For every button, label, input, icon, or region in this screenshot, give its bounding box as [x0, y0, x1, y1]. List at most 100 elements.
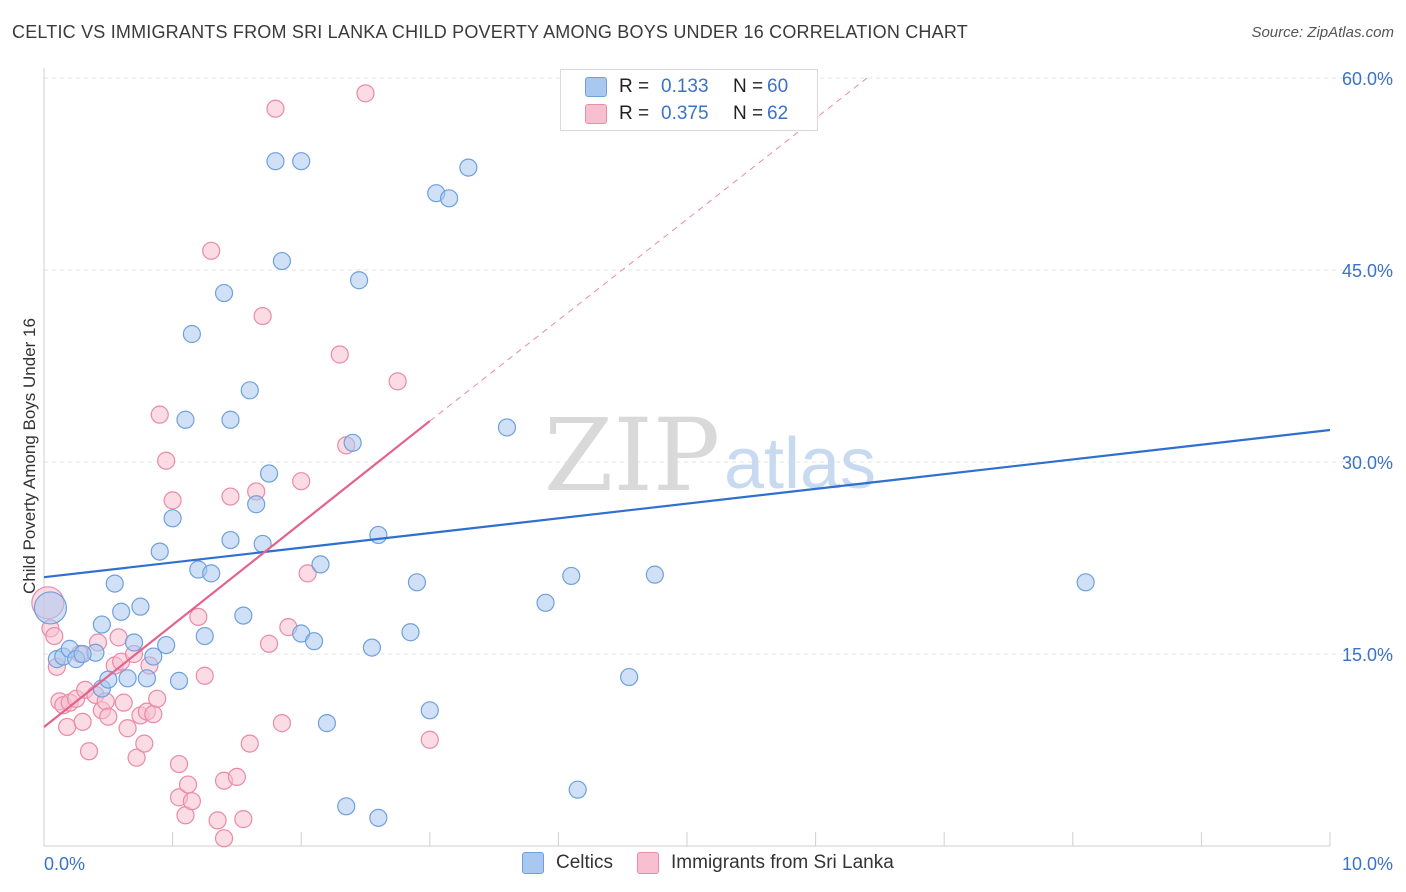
srilanka-point	[148, 689, 167, 708]
series-legend: Celtics Immigrants from Sri Lanka	[522, 852, 918, 874]
srilanka-swatch	[637, 852, 660, 874]
y-tick-label: 60.0%	[1342, 69, 1393, 89]
trend-lines	[43, 77, 1331, 728]
srilanka-point	[169, 754, 189, 774]
celtic-point	[568, 780, 587, 799]
celtic-point	[144, 647, 163, 666]
legend-item-celtics[interactable]: Celtics	[522, 852, 613, 874]
r-label: R =	[619, 103, 650, 124]
srilanka-point	[73, 712, 92, 731]
celtic-point	[182, 324, 201, 344]
srilanka-point	[118, 719, 137, 738]
celtic-point	[1076, 573, 1095, 592]
srilanka-point	[202, 241, 221, 260]
celtic-point	[337, 797, 356, 816]
celtic-trend-line	[43, 428, 1331, 579]
y-tick-label: 45.0%	[1342, 261, 1393, 281]
srilanka-point	[272, 714, 292, 733]
watermark-zip: ZIP	[544, 397, 720, 514]
celtic-point	[407, 573, 427, 592]
srilanka-point	[144, 705, 163, 724]
srilanka-point	[114, 693, 133, 712]
celtic-point	[105, 574, 124, 593]
srilanka-point	[227, 767, 246, 786]
celtic-points	[33, 152, 1095, 827]
celtic-point	[311, 555, 330, 574]
srilanka-point	[330, 345, 349, 364]
celtic-point	[620, 667, 639, 687]
celtic-point	[536, 593, 555, 612]
celtic-point	[157, 635, 176, 655]
celtic-point	[645, 565, 664, 584]
srilanka-point	[208, 811, 227, 830]
srilanka-point	[150, 405, 169, 424]
celtic-point	[439, 189, 459, 208]
srilanka-point	[79, 742, 99, 761]
celtic-point	[343, 433, 362, 452]
srilanka-point	[298, 564, 317, 583]
celtic-point	[169, 671, 189, 690]
x-tick-label: 10.0%	[1342, 854, 1393, 874]
srilanka-point	[58, 717, 77, 737]
celtic-point	[362, 638, 382, 657]
celtic-point	[304, 632, 324, 651]
legend-item-srilanka[interactable]: Immigrants from Sri Lanka	[637, 852, 894, 874]
n-value: 60	[767, 76, 789, 97]
legend-label: Celtics	[556, 852, 614, 873]
n-label: N =	[733, 76, 764, 97]
celtic-point	[150, 542, 169, 561]
celtic-point	[497, 418, 517, 437]
celtic-point	[369, 808, 388, 827]
srilanka-point	[182, 792, 201, 811]
celtic-point	[259, 464, 279, 483]
celtic-point	[349, 271, 369, 290]
celtic-point	[266, 152, 285, 171]
r-label: R =	[619, 76, 650, 97]
srilanka-point	[109, 628, 128, 647]
n-value: 62	[767, 103, 789, 124]
x-tick-label: 0.0%	[44, 854, 85, 874]
srilanka-point	[135, 734, 154, 753]
celtic-point	[562, 566, 581, 586]
srilanka-point	[234, 810, 253, 829]
correlation-legend: R = 0.133 N = 60 R = 0.375 N = 62	[560, 69, 818, 131]
srilanka-point	[292, 472, 311, 491]
tick-labels: 15.0% 30.0% 45.0% 60.0% 0.0% 10.0%	[44, 69, 1393, 874]
source-credit: Source: ZipAtlas.com	[1251, 24, 1394, 41]
celtic-point	[73, 644, 92, 664]
celtic-point	[137, 669, 156, 688]
srilanka-point	[178, 775, 198, 794]
srilanka-point	[189, 607, 208, 626]
srilanka-point	[221, 487, 240, 506]
chart-title: CELTIC VS IMMIGRANTS FROM SRI LANKA CHIL…	[12, 22, 968, 42]
celtic-point	[131, 597, 150, 616]
celtic-point	[459, 158, 478, 177]
y-tick-label: 30.0%	[1342, 453, 1393, 473]
celtic-point	[214, 283, 234, 303]
celtic-point	[272, 251, 292, 271]
celtic-point	[221, 530, 240, 550]
celtic-swatch	[522, 852, 544, 874]
legend-label: Immigrants from Sri Lanka	[671, 852, 894, 873]
celtic-point	[420, 701, 439, 720]
srilanka-point	[99, 707, 118, 726]
celtic-point	[221, 410, 240, 429]
srilanka-swatch	[585, 104, 607, 124]
celtic-point	[247, 495, 266, 514]
srilanka-trend-line	[43, 420, 431, 728]
celtic-point	[112, 602, 131, 621]
srilanka-point	[420, 730, 439, 749]
srilanka-point	[163, 491, 182, 510]
srilanka-point	[388, 372, 407, 391]
n-label: N =	[733, 103, 764, 124]
legend-row-srilanka: R = 0.375 N = 62	[585, 101, 839, 127]
celtic-point	[234, 606, 253, 625]
srilanka-point	[259, 634, 279, 653]
srilanka-point	[195, 666, 214, 685]
celtic-point	[292, 152, 311, 171]
y-tick-label: 15.0%	[1342, 645, 1393, 665]
srilanka-point	[157, 451, 176, 470]
r-value: 0.133	[661, 76, 709, 97]
celtic-point	[33, 591, 68, 625]
